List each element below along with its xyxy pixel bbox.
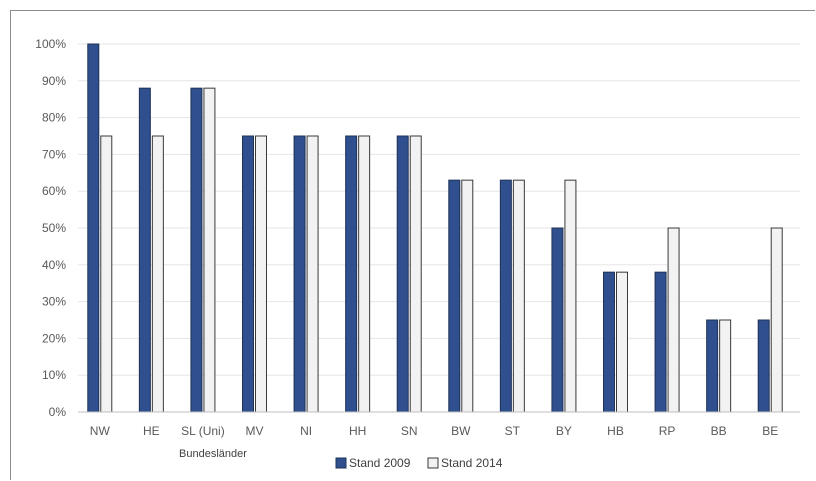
bars: [87, 43, 783, 413]
bar-stand-2009-st: [499, 179, 512, 413]
bar-stand-2009-ni: [293, 135, 306, 413]
chart-frame: [10, 10, 815, 480]
bar-stand-2014-by: [564, 179, 577, 413]
bar-stand-2014-hb: [616, 271, 628, 413]
y-tick-label: 10%: [42, 368, 66, 382]
y-axis-ticks: 0% 10% 20% 30% 40% 50% 60% 70% 80% 90% 100%: [35, 37, 66, 419]
bar-stand-2009-rp: [654, 271, 667, 413]
x-tick-label: BW: [451, 424, 471, 438]
bar-stand-2014-rp: [667, 227, 680, 413]
bar-stand-2014-he: [151, 135, 164, 413]
legend: Stand 2009 Stand 2014: [335, 456, 503, 470]
x-tick-label: HH: [349, 424, 366, 438]
bar-stand-2009-hh: [345, 135, 358, 413]
bar-stand-2014-nw: [100, 135, 113, 413]
legend-swatch: [335, 457, 347, 469]
bar-stand-2009-by: [551, 227, 564, 413]
bar-stand-2014-sl-uni-: [203, 87, 216, 413]
bar-stand-2009-sn: [396, 135, 409, 413]
bar-stand-2009-sl-uni-: [190, 87, 203, 413]
legend-label: Stand 2014: [441, 456, 503, 470]
x-axis-ticks: NW HE SL (Uni) MV NI HH SN BW ST BY HB RP BB BE: [90, 424, 778, 438]
bar-stand-2009-be: [757, 319, 770, 413]
bar-stand-2014-ni: [306, 135, 319, 413]
x-tick-label: HB: [607, 424, 624, 438]
x-tick-label: NI: [300, 424, 312, 438]
x-tick-label: BY: [556, 424, 572, 438]
bar-stand-2014-bb: [719, 319, 732, 413]
x-tick-label: MV: [246, 424, 264, 438]
bar-stand-2009-hb: [603, 271, 615, 413]
bar-stand-2014-hh: [358, 135, 371, 413]
y-tick-label: 50%: [42, 221, 66, 235]
x-tick-label: SN: [401, 424, 418, 438]
bar-stand-2014-bw: [461, 179, 474, 413]
legend-label: Stand 2009: [349, 456, 411, 470]
x-tick-label: SL (Uni): [181, 424, 225, 438]
bar-stand-2014-be: [770, 227, 783, 413]
x-tick-label: BE: [762, 424, 778, 438]
bar-stand-2009-bb: [706, 319, 719, 413]
y-tick-label: 30%: [42, 295, 66, 309]
bar-stand-2009-bw: [448, 179, 461, 413]
x-tick-label: ST: [505, 424, 521, 438]
legend-swatch: [427, 457, 439, 469]
bar-stand-2009-nw: [87, 43, 100, 413]
bar-stand-2014-st: [512, 179, 525, 413]
x-tick-label: RP: [659, 424, 676, 438]
y-tick-label: 90%: [42, 74, 66, 88]
bar-stand-2009-mv: [242, 135, 254, 413]
x-tick-label: BB: [711, 424, 727, 438]
y-tick-label: 100%: [35, 37, 66, 51]
bar-stand-2014-sn: [409, 135, 422, 413]
x-tick-label: NW: [90, 424, 111, 438]
bar-stand-2009-he: [138, 87, 151, 413]
bar-stand-2014-mv: [255, 135, 267, 413]
y-tick-label: 40%: [42, 258, 66, 272]
x-tick-label: HE: [143, 424, 160, 438]
gridlines: [78, 43, 800, 376]
y-tick-label: 80%: [42, 111, 66, 125]
y-tick-label: 0%: [49, 405, 67, 419]
y-tick-label: 20%: [42, 331, 66, 345]
x-axis-title: Bundesländer: [179, 448, 247, 460]
y-tick-label: 70%: [42, 147, 66, 161]
y-tick-label: 60%: [42, 184, 66, 198]
